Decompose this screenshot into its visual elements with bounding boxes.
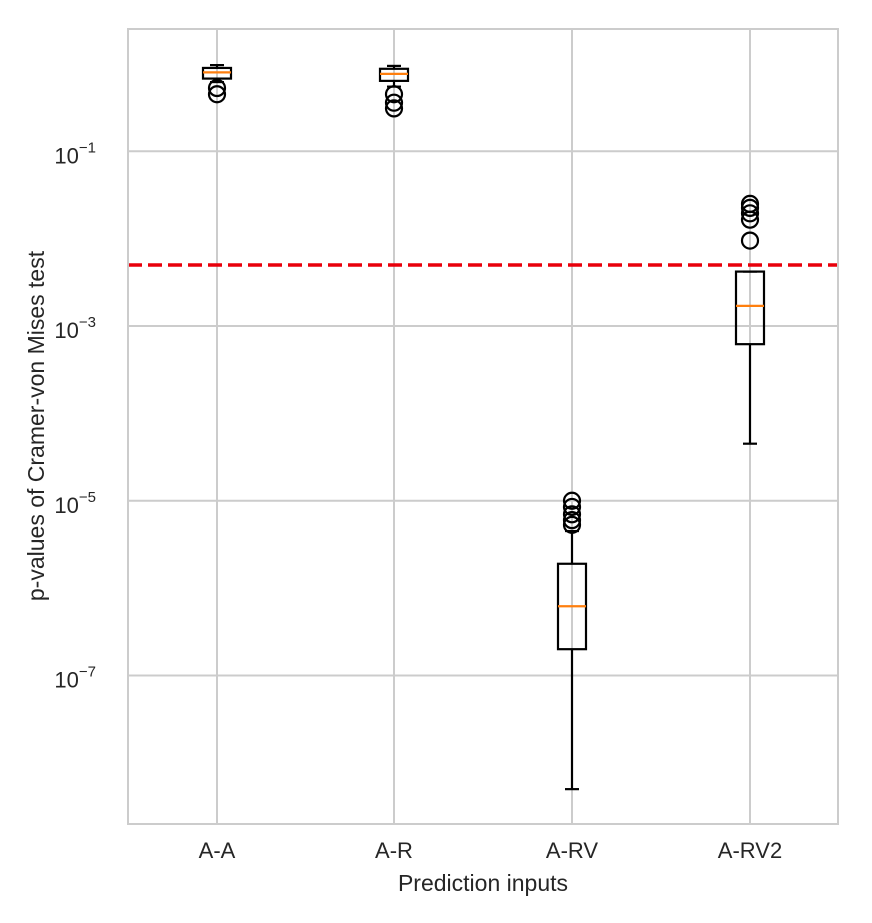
outlier-point xyxy=(562,497,582,517)
outlier-point xyxy=(740,231,760,250)
outlier-point xyxy=(384,85,404,104)
x-tick-label: A-RV xyxy=(546,838,598,863)
grid-lines xyxy=(128,29,838,824)
box-a-a xyxy=(201,64,233,104)
outlier-point xyxy=(207,78,227,98)
y-tick-label: 10−3 xyxy=(54,314,96,343)
y-tick-exponent: −1 xyxy=(79,139,96,156)
x-axis-label: Prediction inputs xyxy=(398,870,568,896)
outlier-point xyxy=(562,505,582,524)
x-tick-label: A-A xyxy=(199,838,236,863)
outlier-point xyxy=(562,491,582,510)
box-a-r xyxy=(378,64,410,118)
y-tick-label: 10−5 xyxy=(54,489,96,518)
y-tick-base: 10 xyxy=(54,318,78,343)
outlier-point xyxy=(562,511,582,530)
y-tick-base: 10 xyxy=(54,143,78,168)
y-tick-base: 10 xyxy=(54,493,78,518)
outlier-point xyxy=(384,93,404,112)
box-layer xyxy=(201,64,766,791)
outlier-point xyxy=(207,85,227,104)
x-tick-labels: A-A A-R A-RV A-RV2 xyxy=(199,838,783,863)
x-tick-label: A-R xyxy=(375,838,413,863)
iqr-box xyxy=(734,270,766,346)
plot-frame xyxy=(127,28,839,825)
outlier-point xyxy=(384,99,404,118)
y-tick-label: 10−1 xyxy=(54,139,96,168)
y-tick-exponent: −5 xyxy=(79,489,96,506)
y-axis-label: p-values of Cramer-von Mises test xyxy=(23,250,49,601)
outlier-point xyxy=(562,515,582,534)
y-tick-labels: 10−110−310−510−7 xyxy=(54,139,96,692)
outlier-point xyxy=(740,194,760,214)
box-a-rv xyxy=(556,491,588,791)
y-tick-base: 10 xyxy=(54,667,78,692)
y-tick-exponent: −7 xyxy=(79,663,96,680)
outlier-point xyxy=(740,204,760,223)
x-tick-label: A-RV2 xyxy=(718,838,782,863)
y-tick-exponent: −3 xyxy=(79,314,96,331)
box-a-rv2 xyxy=(734,194,766,445)
y-tick-label: 10−7 xyxy=(54,663,96,692)
